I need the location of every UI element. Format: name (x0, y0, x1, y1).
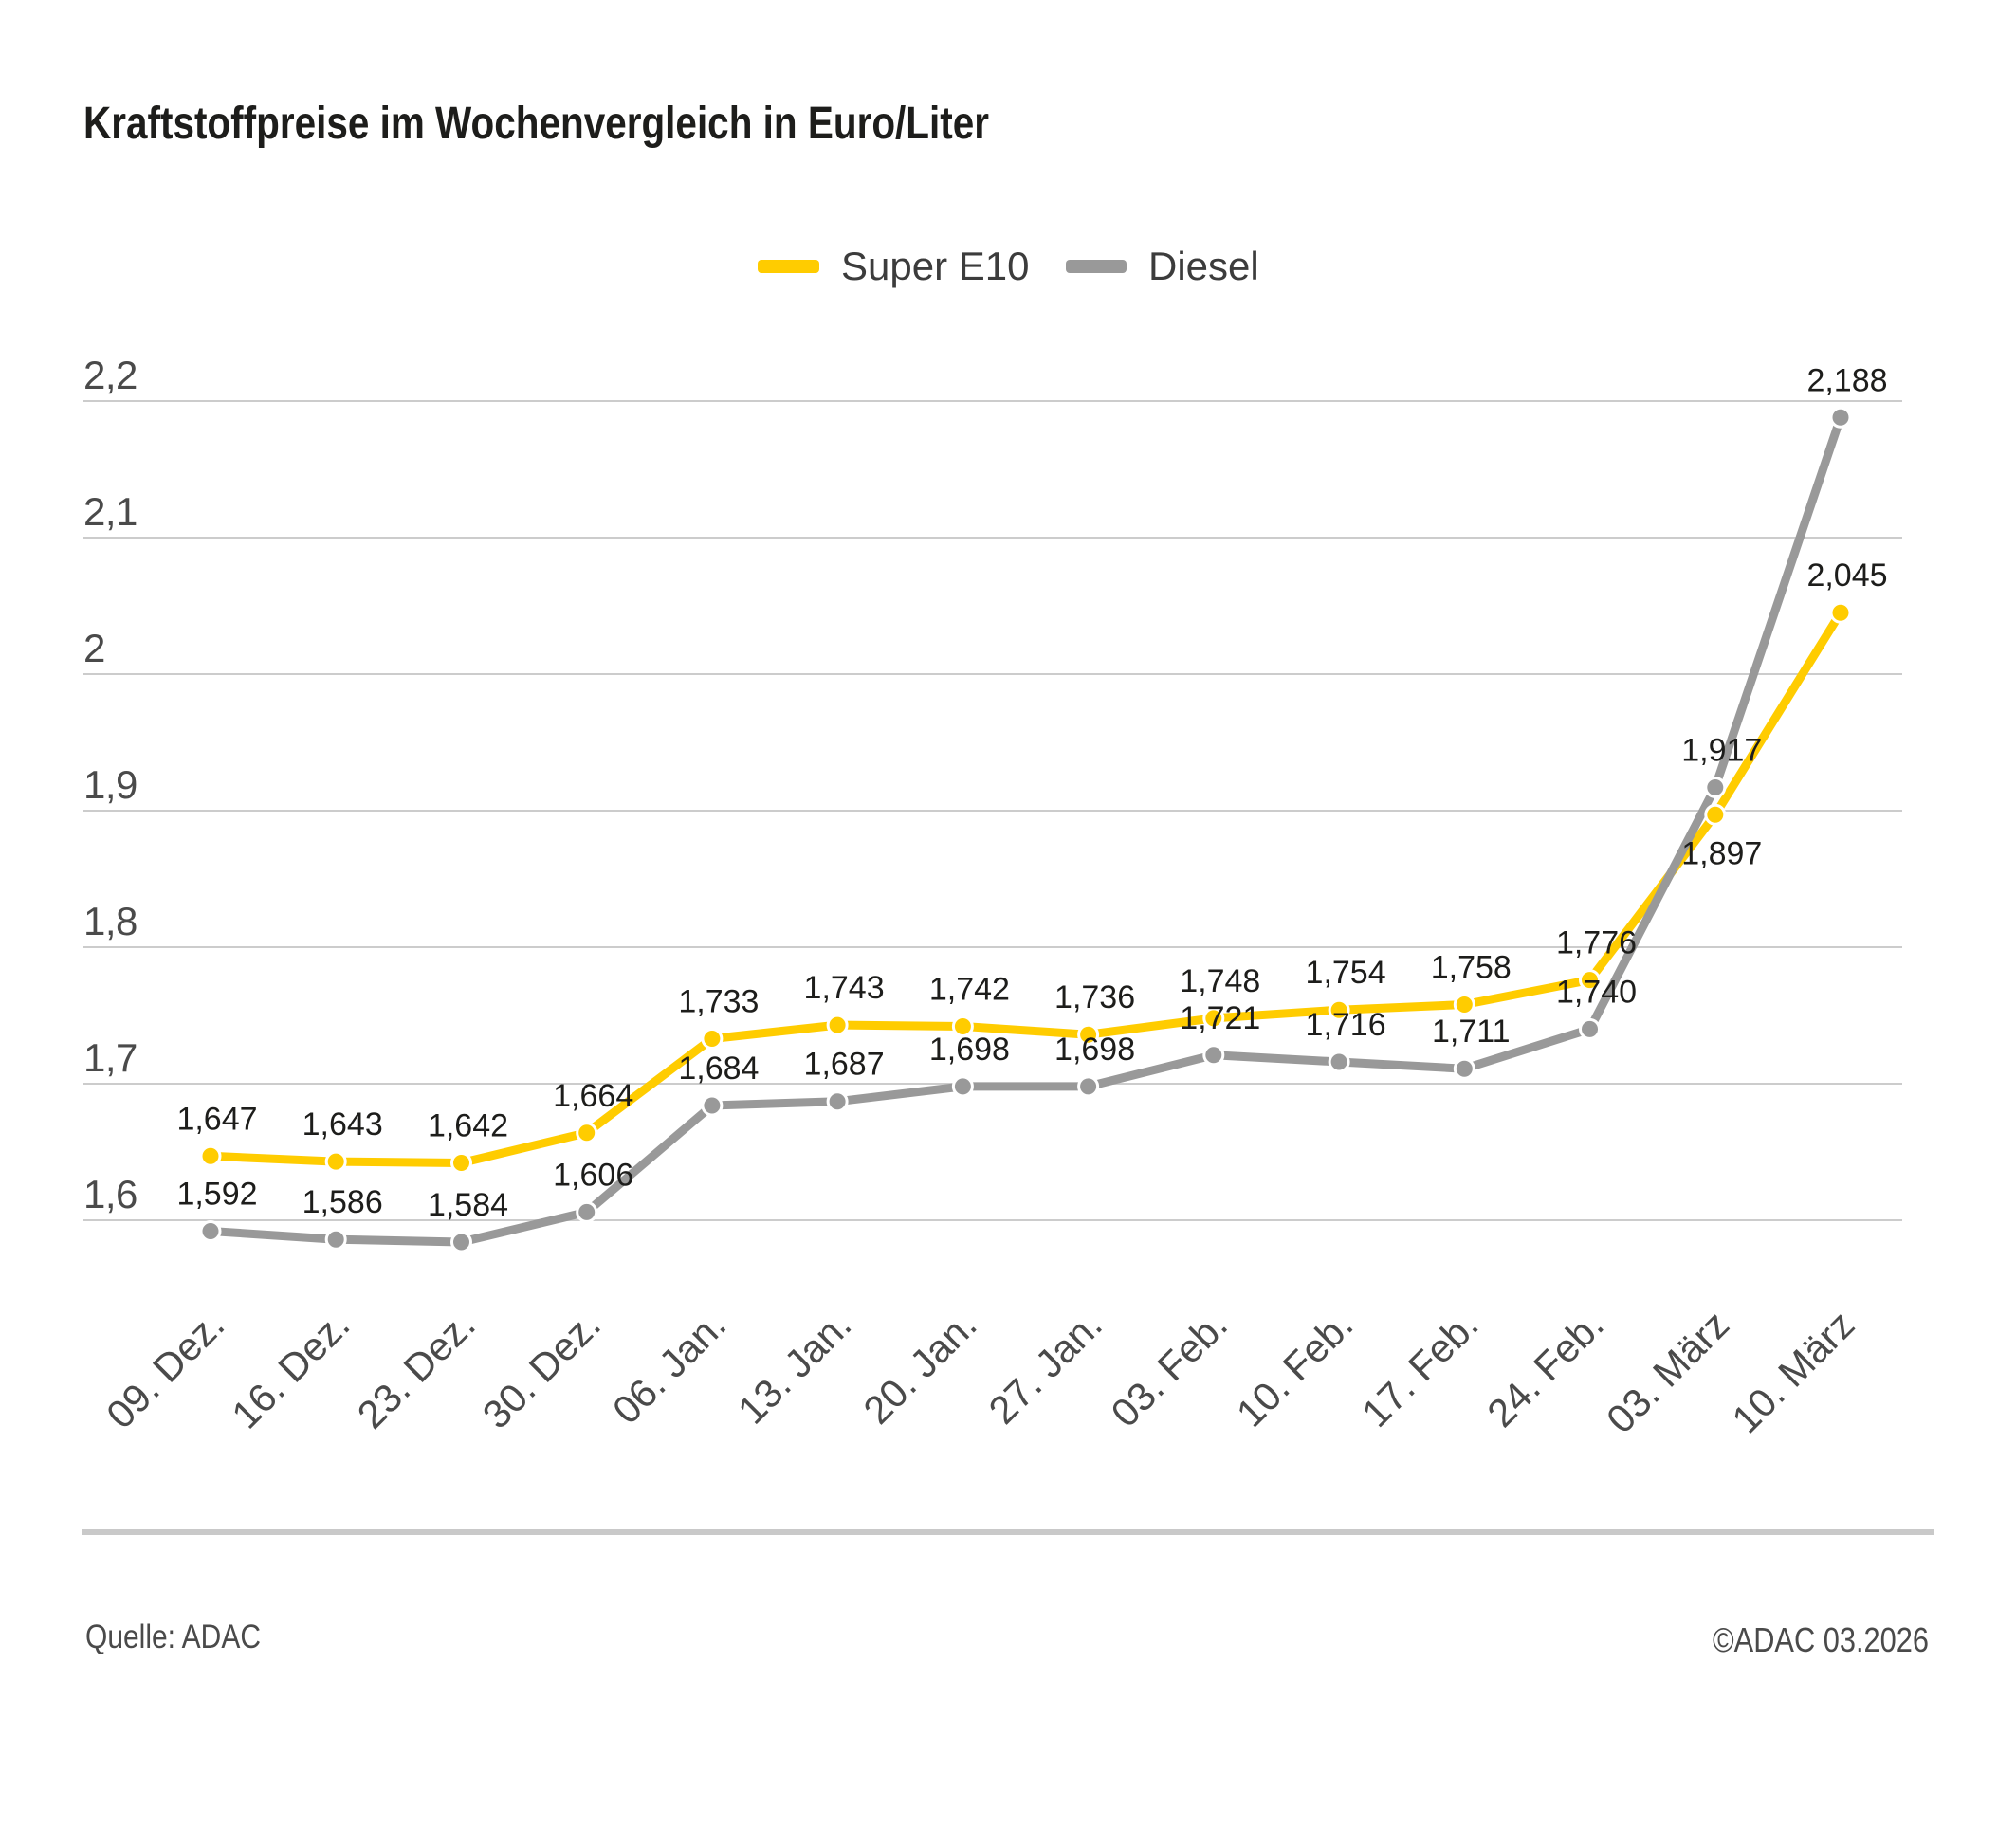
svg-text:1,586: 1,586 (302, 1184, 383, 1220)
svg-text:1,897: 1,897 (1681, 835, 1762, 871)
svg-text:1,606: 1,606 (553, 1157, 633, 1193)
svg-text:Kraftstoffpreise im Wochenverg: Kraftstoffpreise im Wochenvergleich in E… (83, 99, 989, 149)
svg-text:1,740: 1,740 (1556, 974, 1637, 1010)
svg-text:1,748: 1,748 (1180, 963, 1260, 999)
svg-text:Quelle: ADAC: Quelle: ADAC (85, 1618, 261, 1655)
svg-text:1,733: 1,733 (678, 984, 759, 1020)
svg-text:1,6: 1,6 (83, 1172, 137, 1216)
svg-text:Super E10: Super E10 (841, 244, 1029, 288)
svg-text:1,716: 1,716 (1306, 1007, 1386, 1043)
svg-text:Diesel: Diesel (1148, 244, 1259, 288)
svg-text:1,721: 1,721 (1180, 1000, 1260, 1036)
svg-text:1,687: 1,687 (804, 1047, 885, 1083)
svg-text:1,711: 1,711 (1432, 1014, 1511, 1050)
svg-text:1,647: 1,647 (176, 1101, 257, 1137)
svg-text:1,584: 1,584 (428, 1187, 508, 1223)
svg-text:1,754: 1,754 (1306, 955, 1386, 991)
svg-text:1,736: 1,736 (1054, 979, 1135, 1015)
svg-text:1,684: 1,684 (678, 1051, 759, 1087)
svg-text:1,758: 1,758 (1431, 950, 1512, 986)
svg-text:1,743: 1,743 (804, 970, 885, 1006)
svg-text:2,2: 2,2 (83, 353, 137, 397)
svg-text:1,664: 1,664 (553, 1078, 633, 1114)
svg-text:1,698: 1,698 (1054, 1032, 1135, 1068)
svg-text:1,7: 1,7 (83, 1035, 137, 1080)
svg-text:1,698: 1,698 (929, 1032, 1010, 1068)
svg-text:1,742: 1,742 (929, 972, 1010, 1008)
svg-text:1,642: 1,642 (428, 1108, 508, 1144)
svg-text:1,592: 1,592 (176, 1177, 257, 1213)
svg-text:2,045: 2,045 (1806, 558, 1887, 594)
svg-text:1,917: 1,917 (1681, 733, 1762, 769)
svg-text:1,643: 1,643 (302, 1106, 383, 1142)
svg-text:2: 2 (83, 626, 105, 670)
svg-text:©ADAC 03.2026: ©ADAC 03.2026 (1713, 1620, 1929, 1659)
svg-text:2,188: 2,188 (1806, 362, 1887, 398)
svg-text:2,1: 2,1 (83, 489, 137, 534)
svg-text:1,8: 1,8 (83, 899, 137, 943)
svg-text:1,9: 1,9 (83, 762, 137, 807)
svg-text:1,776: 1,776 (1556, 925, 1637, 961)
